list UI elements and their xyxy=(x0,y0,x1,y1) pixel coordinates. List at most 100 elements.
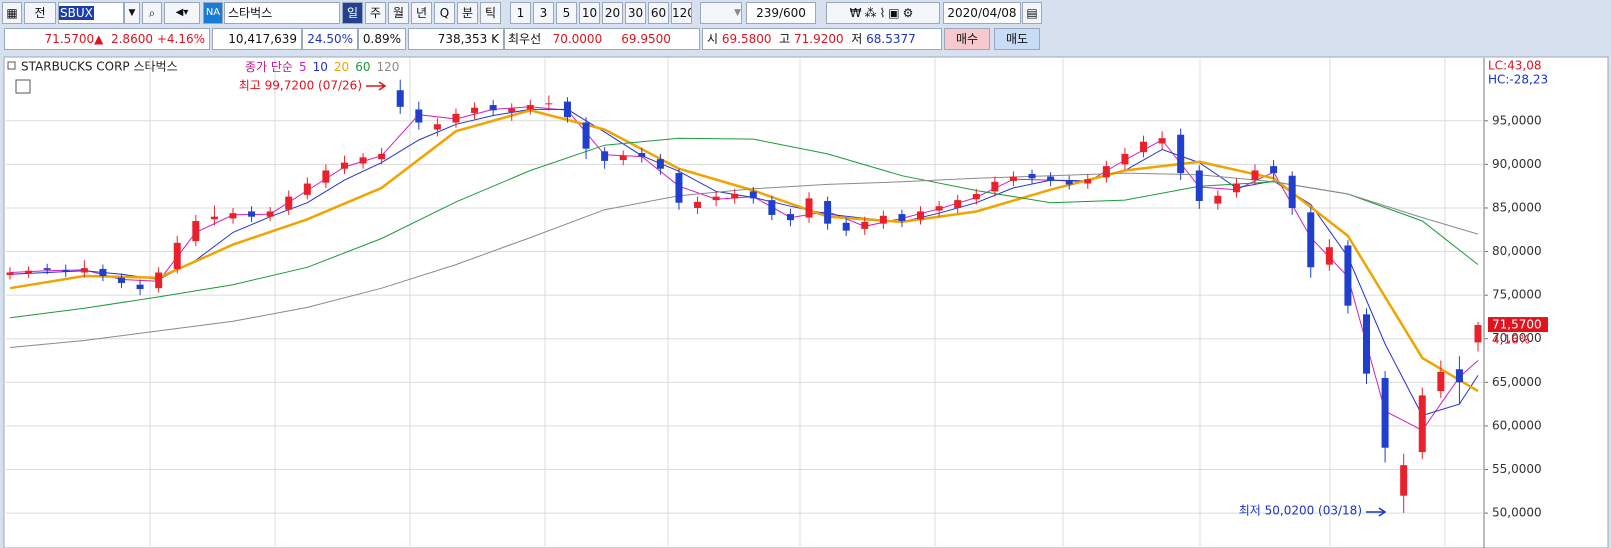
y-tick-label: 65,0000 xyxy=(1492,375,1542,389)
candle-body xyxy=(582,122,590,149)
candle-body xyxy=(1400,465,1408,496)
candle-body xyxy=(1084,179,1092,184)
candle-body xyxy=(415,109,423,123)
toolbar-button[interactable]: 분 xyxy=(457,2,478,24)
toolbar-button[interactable]: 30 xyxy=(625,2,646,24)
price-box: 71.5700▲ 2.8600 +4.16% xyxy=(4,28,210,50)
candle-body xyxy=(285,196,293,210)
candle-body xyxy=(1288,175,1296,208)
code-input[interactable]: SBUX xyxy=(58,2,124,24)
toolbar-button[interactable]: 3 xyxy=(533,2,554,24)
low-annotation: 최저 50,0200 (03/18) xyxy=(1239,504,1362,518)
ohl-box: 시 69.5800 고 71.9200 저 68.5377 xyxy=(702,28,942,50)
toolbar-button[interactable]: 년 xyxy=(411,2,432,24)
candle-body xyxy=(359,157,367,164)
candle-body xyxy=(563,101,571,118)
calendar[interactable]: ▤ xyxy=(1022,2,1042,24)
high-label: 고 xyxy=(779,32,791,46)
toolbar-button[interactable]: 주 xyxy=(365,2,386,24)
candle-body xyxy=(545,103,553,105)
code: SBUX xyxy=(59,6,94,20)
candle-body xyxy=(1325,247,1333,265)
candle-body xyxy=(749,191,757,199)
candle-body xyxy=(619,155,627,161)
candle-body xyxy=(1363,314,1371,374)
candle-body xyxy=(117,277,125,283)
legend-label: 종가 단순 xyxy=(245,60,293,74)
candle-body xyxy=(991,181,999,192)
toolbar-button[interactable]: 60 xyxy=(648,2,669,24)
candle-body xyxy=(954,200,962,208)
candle-body xyxy=(43,268,51,270)
open-label: 시 xyxy=(707,32,719,46)
count-box[interactable]: 239/600 xyxy=(746,2,816,24)
table-icon[interactable] xyxy=(15,79,31,94)
legend-entry: 5 xyxy=(299,60,307,74)
toolbar-button[interactable]: Q xyxy=(434,2,455,24)
candle-body xyxy=(62,269,70,272)
candle-body xyxy=(879,215,887,224)
candle-body xyxy=(972,194,980,200)
toolbar-button[interactable]: 1 xyxy=(510,2,531,24)
y-tick-label: 80,0000 xyxy=(1492,244,1542,258)
candle-body xyxy=(1177,134,1185,174)
candle-body xyxy=(786,214,794,221)
low: 68.5377 xyxy=(866,32,916,46)
candle-body xyxy=(1418,395,1426,453)
tab[interactable]: 전 xyxy=(24,2,56,24)
sell-button[interactable]: 매도 xyxy=(994,28,1040,50)
best-label: 최우선 xyxy=(508,32,542,46)
dropdown[interactable]: ▼ xyxy=(124,2,140,24)
candle-body xyxy=(898,214,906,222)
toolbar-button[interactable]: 5 xyxy=(556,2,577,24)
toolbar-button[interactable]: 20 xyxy=(602,2,623,24)
toolbar-button[interactable]: 120 xyxy=(671,2,692,24)
candle-body xyxy=(601,151,609,161)
market: NA xyxy=(203,2,223,24)
chart-panel xyxy=(3,56,1609,548)
arrow xyxy=(1366,507,1387,517)
toolbar-button[interactable]: 월 xyxy=(388,2,409,24)
y-tick-label: 90,0000 xyxy=(1492,157,1542,171)
candle-body xyxy=(1195,170,1203,201)
date[interactable]: 2020/04/08 xyxy=(943,2,1021,24)
candle-body xyxy=(6,272,14,276)
sound[interactable]: ◀▾ xyxy=(164,2,200,24)
y-tick-label: 60,0000 xyxy=(1492,418,1542,432)
candle-body xyxy=(396,90,404,107)
candle-body xyxy=(173,242,181,269)
candle-body xyxy=(1102,166,1110,178)
open: 69.5800 xyxy=(721,32,772,46)
toolbar-button[interactable]: 일 xyxy=(342,2,363,24)
candle-body xyxy=(824,200,832,224)
legend-entry: 60 xyxy=(355,60,370,74)
candle-body xyxy=(452,113,460,123)
candle-body xyxy=(1065,180,1073,185)
ratio2: 0.89% xyxy=(358,28,406,50)
candle-body xyxy=(266,211,274,217)
name-input[interactable]: 스타벅스 xyxy=(224,2,340,24)
toolbar-button[interactable]: 틱 xyxy=(480,2,501,24)
search[interactable]: ⌕ xyxy=(142,2,162,24)
menu-icon[interactable]: ▦ xyxy=(2,2,22,24)
candle-body xyxy=(805,198,813,218)
arrow xyxy=(366,81,387,91)
candle-body xyxy=(1140,141,1148,153)
buy-button[interactable]: 매수 xyxy=(944,28,990,50)
candle-body xyxy=(489,105,497,111)
dropdown[interactable]: ▼ xyxy=(700,2,742,24)
candle-body xyxy=(731,194,739,199)
candle-body xyxy=(638,153,646,157)
toolbar-button[interactable]: 10 xyxy=(579,2,600,24)
ratio1: 24.50% xyxy=(302,28,358,50)
high: 71.9200 xyxy=(794,32,844,46)
candle-body xyxy=(433,124,441,130)
rate: +4.16% xyxy=(156,32,205,46)
candle-body xyxy=(248,211,256,217)
tool-icons[interactable]: ₩⁂⌇▣⚙ xyxy=(826,2,940,24)
candle-body xyxy=(25,270,33,274)
candle-body xyxy=(675,173,683,203)
last-change-label: 4,16% xyxy=(1492,333,1530,347)
candle-body xyxy=(656,159,664,169)
